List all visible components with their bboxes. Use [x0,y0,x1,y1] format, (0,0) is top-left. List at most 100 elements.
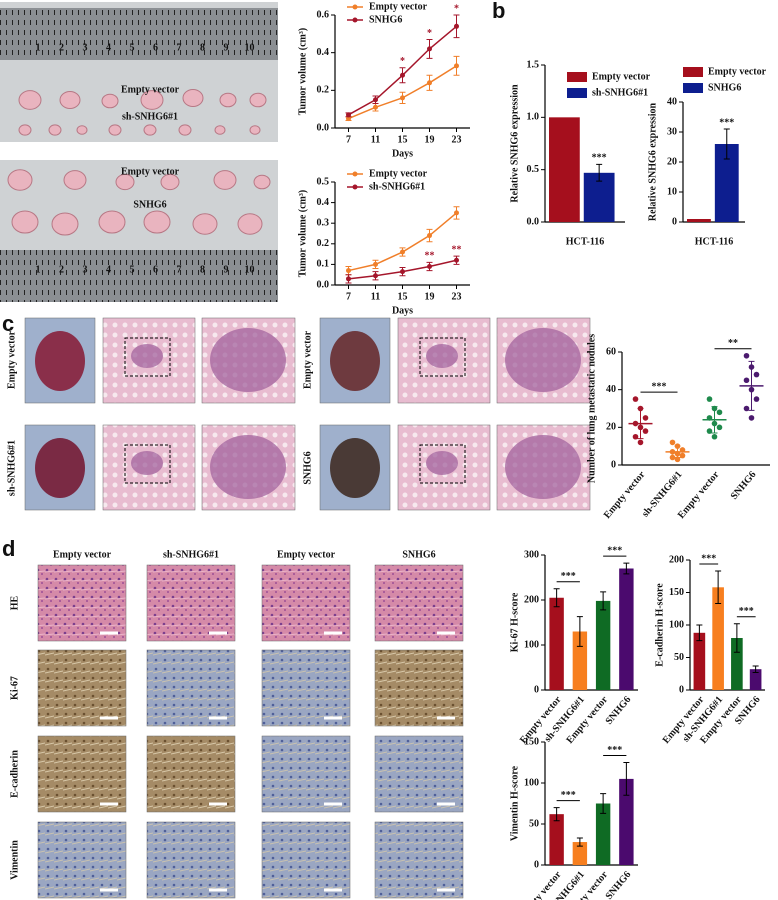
point [427,233,432,239]
point [679,452,686,459]
tumor [51,212,79,236]
ruler [0,8,278,60]
panel-label: d [2,536,15,561]
ruler-number: 1 [36,42,41,53]
zoom-box [124,444,171,484]
tumor [253,174,271,190]
error-bar [748,360,755,411]
micrograph [37,564,127,642]
point [632,433,639,440]
point [743,377,750,384]
row-label: Ki-67 [9,676,20,700]
bar [619,568,634,690]
nodule [426,451,458,475]
lung [330,331,380,391]
ruler-number: 3 [83,264,88,275]
point [642,415,649,421]
panel-label: c [2,311,14,336]
y-tick-label: 0.0 [317,279,330,290]
micrograph [261,564,351,642]
tumor [7,169,33,191]
point [373,273,378,279]
point [454,63,459,69]
tumor [63,170,87,190]
y-tick-label: 0.5 [317,176,330,187]
column-label: SNHG6 [402,549,435,560]
nodule [210,435,286,499]
ruler-number: 4 [106,42,111,53]
point [706,428,713,434]
point [454,23,459,29]
y-tick-label: 0 [611,459,616,470]
legend-label: Empty vector [592,71,651,82]
significance: *** [592,153,607,164]
legend-label: Empty vector [369,168,428,179]
bar [714,144,739,222]
micrograph [261,649,351,727]
y-axis-label: Relative SNHG6 expression [509,84,520,203]
micrograph [37,821,127,899]
y-tick-label: 100 [524,777,539,788]
y-tick-label: 300 [524,549,539,560]
x-tick-label: 15 [398,291,408,302]
photo-label: SNHG6 [133,199,166,210]
tumor [213,170,237,190]
y-axis-label: Tumor volume (cm³) [297,28,308,115]
row-label: Empty vector [302,330,313,389]
y-tick-label: 0.0 [317,122,330,133]
series-line [348,212,457,272]
y-tick-label: 0.6 [317,9,330,20]
column-label: Empty vector [277,549,336,560]
y-tick-label: 200 [524,594,539,605]
nodule [426,344,458,368]
zoom-box [124,337,171,377]
point [346,116,351,122]
tumor [18,90,42,110]
nodule [131,451,163,475]
bar [693,632,706,690]
error-bar [576,616,583,647]
significance: * [454,3,459,14]
micrograph [261,735,351,813]
panel-label: b [492,0,505,23]
ruler-number: 10 [245,264,255,275]
y-tick-label: 0.3 [317,217,330,228]
x-axis-label: Days [392,305,413,316]
y-axis-label: Relative SNHG6 expression [647,102,658,221]
error-bar [596,163,603,182]
micrograph [146,649,236,727]
error-bar [553,807,560,822]
nodule [505,435,581,499]
tumor [178,124,192,136]
x-tick-label: 19 [425,134,435,145]
y-tick-label: 0 [672,216,677,227]
ruler-number: 7 [177,264,182,275]
tumor [11,210,39,234]
y-tick-label: 1.5 [527,59,540,70]
point [669,454,676,461]
tumor [98,210,126,234]
column-label: sh-SNHG6#1 [163,549,219,560]
ruler-number: 2 [59,42,64,53]
x-tick-label: 11 [371,134,380,145]
tumor [143,124,157,136]
error-bar [553,588,560,608]
tumor [18,124,32,136]
point [716,424,723,431]
row-label: Vimentin [9,840,20,880]
point [454,257,459,263]
y-tick-label: 0.1 [317,259,330,270]
ruler-number: 4 [106,264,111,275]
y-tick-label: 10 [667,186,677,197]
bar [549,117,580,222]
ruler-number: 5 [130,42,135,53]
significance: *** [739,606,754,617]
micrograph [374,821,464,899]
column-label: Empty vector [53,549,112,560]
micrograph [146,564,236,642]
ruler-number: 1 [36,264,41,275]
x-tick-label: HCT-116 [566,236,605,247]
error-bar [623,762,630,796]
photo-label: Empty vector [121,84,180,95]
